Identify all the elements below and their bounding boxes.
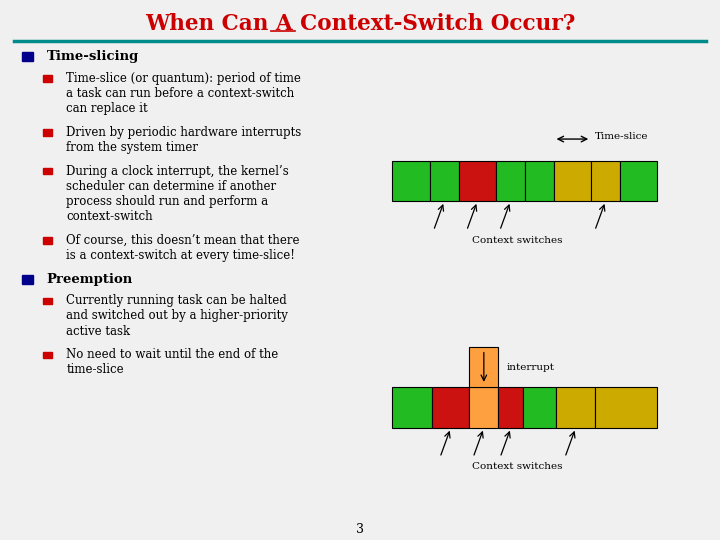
Text: Time-slice (or quantum): period of time: Time-slice (or quantum): period of time (66, 72, 301, 85)
Text: time-slice: time-slice (66, 363, 124, 376)
Text: During a clock interrupt, the kernel’s: During a clock interrupt, the kernel’s (66, 165, 289, 178)
Bar (469, 347, 498, 388)
Text: 3: 3 (356, 523, 364, 536)
Bar (22, 52, 33, 61)
Bar (496, 160, 525, 201)
Bar (469, 388, 498, 428)
Text: Of course, this doesn’t mean that there: Of course, this doesn’t mean that there (66, 234, 300, 247)
Text: Driven by periodic hardware interrupts: Driven by periodic hardware interrupts (66, 126, 302, 139)
Text: is a context-switch at every time-slice!: is a context-switch at every time-slice! (66, 249, 295, 262)
Text: from the system timer: from the system timer (66, 141, 198, 154)
Bar (43, 298, 52, 304)
Text: interrupt: interrupt (507, 363, 555, 372)
Bar (43, 352, 52, 358)
Text: scheduler can determine if another: scheduler can determine if another (66, 180, 276, 193)
Bar (392, 160, 430, 201)
Text: a task can run before a context-switch: a task can run before a context-switch (66, 87, 294, 100)
Text: When Can A Context-Switch Occur?: When Can A Context-Switch Occur? (145, 14, 575, 35)
Bar (554, 160, 591, 201)
Text: active task: active task (66, 325, 130, 338)
Text: Currently running task can be halted: Currently running task can be halted (66, 294, 287, 307)
Bar (22, 275, 33, 284)
Text: Preemption: Preemption (47, 273, 133, 286)
Bar (392, 388, 432, 428)
Text: No need to wait until the end of the: No need to wait until the end of the (66, 348, 279, 361)
Text: and switched out by a higher-priority: and switched out by a higher-priority (66, 309, 288, 322)
Bar (498, 388, 523, 428)
Bar (430, 160, 459, 201)
Bar (43, 168, 52, 174)
Bar (525, 160, 554, 201)
Bar (620, 160, 657, 201)
Bar (432, 388, 469, 428)
Text: process should run and perform a: process should run and perform a (66, 195, 269, 208)
Text: context-switch: context-switch (66, 210, 153, 223)
Bar (43, 75, 52, 82)
Text: Time-slice: Time-slice (595, 132, 648, 141)
Bar (595, 388, 657, 428)
Bar (43, 237, 52, 244)
Text: Context switches: Context switches (472, 462, 562, 471)
Bar (523, 388, 556, 428)
Text: Context switches: Context switches (472, 235, 563, 245)
Bar (459, 160, 496, 201)
Bar (43, 129, 52, 136)
Bar (556, 388, 595, 428)
Text: can replace it: can replace it (66, 102, 148, 115)
Bar (591, 160, 620, 201)
Text: Time-slicing: Time-slicing (47, 50, 139, 63)
